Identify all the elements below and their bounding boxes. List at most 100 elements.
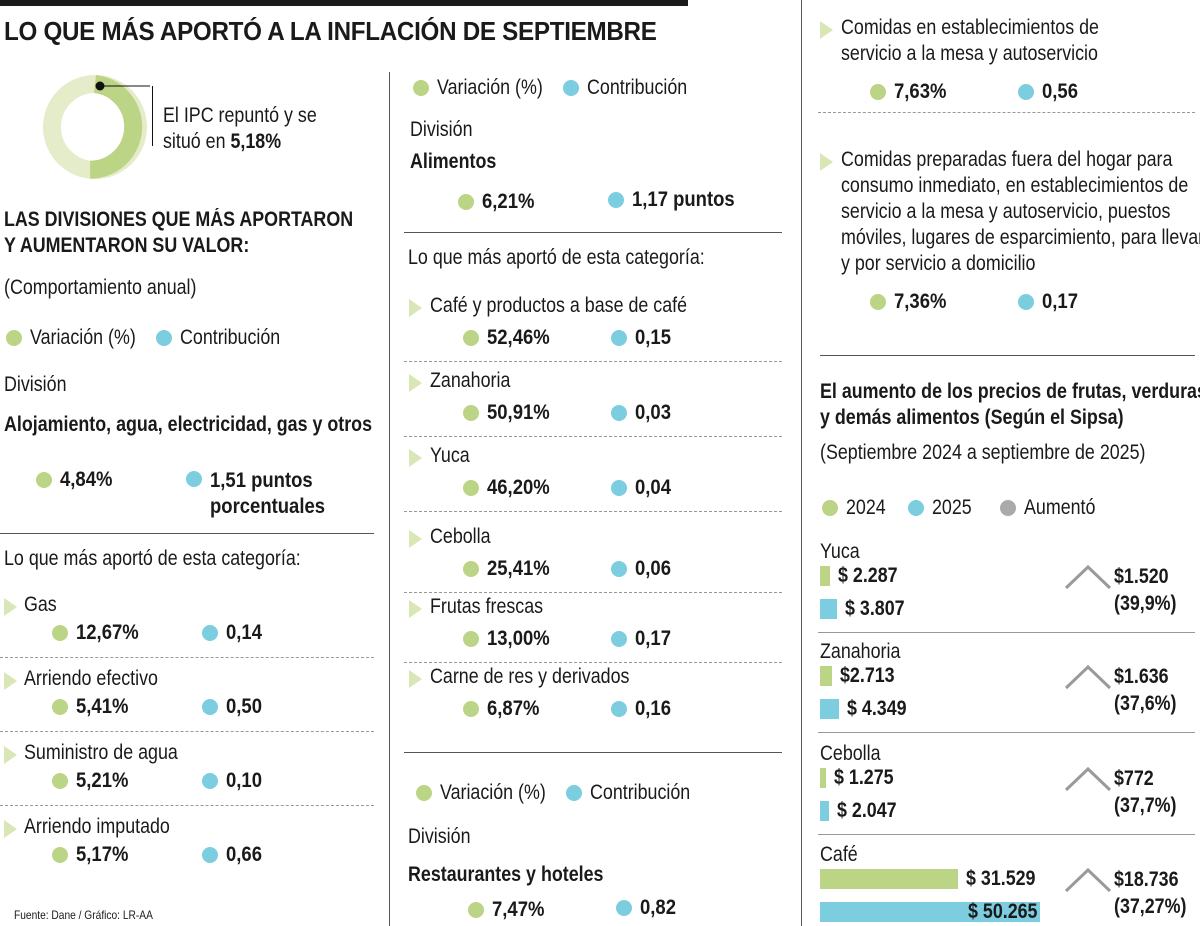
item-contribution: 0,15 [611,326,676,350]
bullet-arrow-icon [4,820,17,838]
item-contribution: 0,14 [202,621,267,645]
ipc-callout-line [152,86,153,146]
ipc-value: 5,18% [230,130,282,153]
item-divider [818,112,1195,113]
item-name: móviles, lugares de esparcimiento, para … [841,226,1200,249]
bar-label-2024: $ 2.287 [838,564,898,587]
item-divider [404,436,782,437]
increase-value: $1.636 [1114,665,1169,688]
item-contribution: 0,17 [1018,290,1083,314]
bar-label-2025: $ 2.047 [836,799,897,822]
item-contribution: 0,66 [202,843,267,867]
item-contribution: 0,10 [202,769,267,793]
division-label: División [408,825,471,848]
item-name: Arriendo imputado [24,815,170,838]
chart-divider [818,732,1195,733]
item-contribution: 0,04 [611,476,676,500]
increase-chevron-icon [1064,867,1112,893]
chart-legend-2024: 2024 [822,496,893,520]
item-contribution: 0,50 [202,695,267,719]
bullet-arrow-icon [409,299,422,317]
bar-label-2025: $ 3.807 [844,597,905,620]
item-name: Café y productos a base de café [430,294,688,317]
chart-legend-increase: Aumentó [1000,496,1108,520]
increase-percent: (37,7%) [1114,794,1177,817]
item-variation: 5,17% [52,843,136,867]
increase-value: $1.520 [1114,565,1169,588]
title-bar [0,0,688,6]
item-divider [404,361,782,362]
item-name: Comidas en establecimientos de [841,16,1099,39]
division-label: División [4,373,67,396]
division-name: Alojamiento, agua, electricidad, gas y o… [4,413,373,436]
item-variation: 5,41% [52,695,136,719]
legend-contribution: Contribución [566,781,708,805]
ipc-text: El IPC repuntó y se [163,104,317,127]
bar-label-2024: $2.713 [839,664,895,687]
item-contribution: 0,17 [611,627,676,651]
chart-title-2: y demás alimentos (Según el Sipsa) [820,406,1124,429]
source-note: Fuente: Dane / Gráfico: LR-AA [14,908,153,922]
increase-percent: (37,6%) [1114,692,1177,715]
item-divider [404,592,782,593]
chart-category-label: Zanahoria [820,640,901,663]
ipc-text-2: situó en 5,18% [163,130,282,153]
bullet-arrow-icon [4,746,17,764]
bar-2025 [820,801,829,821]
bar-label-2025: $ 4.349 [847,697,907,720]
divider [404,752,782,753]
increase-percent: (39,9%) [1114,592,1177,615]
item-name: Comidas preparadas fuera del hogar para [841,148,1173,171]
divider [820,355,1195,356]
item-divider [404,662,782,663]
item-name: servicio a la mesa y autoservicio [841,42,1098,65]
bullet-arrow-icon [409,670,422,688]
chart-category-label: Yuca [820,540,860,563]
chart-category-label: Café [820,843,858,866]
increase-value: $18.736 [1114,868,1179,891]
increase-chevron-icon [1064,564,1112,590]
item-name: y por servicio a domicilio [841,252,1036,275]
division-variation-2: 7,47% [468,898,552,922]
division-variation: 6,21% [458,190,542,214]
ipc-donut [43,75,150,179]
item-variation: 52,46% [463,326,558,350]
divisions-heading-2: Y AUMENTARON SU VALOR: [4,234,250,257]
chart-category-label: Cebolla [820,742,881,765]
item-name: Arriendo efectivo [24,667,158,690]
item-variation: 6,87% [463,697,547,721]
bar-2025 [820,699,840,719]
bullet-arrow-icon [409,530,422,548]
increase-chevron-icon [1064,766,1112,792]
bullet-arrow-icon [4,672,17,690]
chart-divider [818,632,1195,633]
bar-2025 [820,902,1040,922]
item-variation: 25,41% [463,557,558,581]
item-variation: 7,36% [870,290,954,314]
item-name: Frutas frescas [430,595,544,618]
item-contribution: 0,03 [611,401,676,425]
divider [404,232,782,233]
item-variation: 13,00% [463,627,558,651]
division-name-2: Restaurantes y hoteles [408,863,604,886]
division-contribution-2: 0,82 [616,896,681,920]
chart-title: El aumento de los precios de frutas, ver… [820,380,1200,403]
column-divider [389,72,390,926]
bullet-arrow-icon [409,449,422,467]
division-variation: 4,84% [36,468,120,492]
bar-2024 [820,869,958,889]
bar-label-2024: $ 1.275 [834,766,894,789]
bullet-arrow-icon [4,598,17,616]
item-divider [0,731,374,732]
bar-2025 [820,599,837,619]
item-name: Carne de res y derivados [430,665,630,688]
bullet-arrow-icon [820,21,833,39]
item-variation: 12,67% [52,621,147,645]
bullet-arrow-icon [820,153,833,171]
column-divider [801,0,802,926]
legend-variation: Variación (%) [413,76,561,100]
bar-2024 [820,566,830,586]
bar-label-2024: $ 31.529 [965,867,1036,890]
chart-legend-2025: 2025 [908,496,979,520]
item-name: Yuca [430,444,470,467]
